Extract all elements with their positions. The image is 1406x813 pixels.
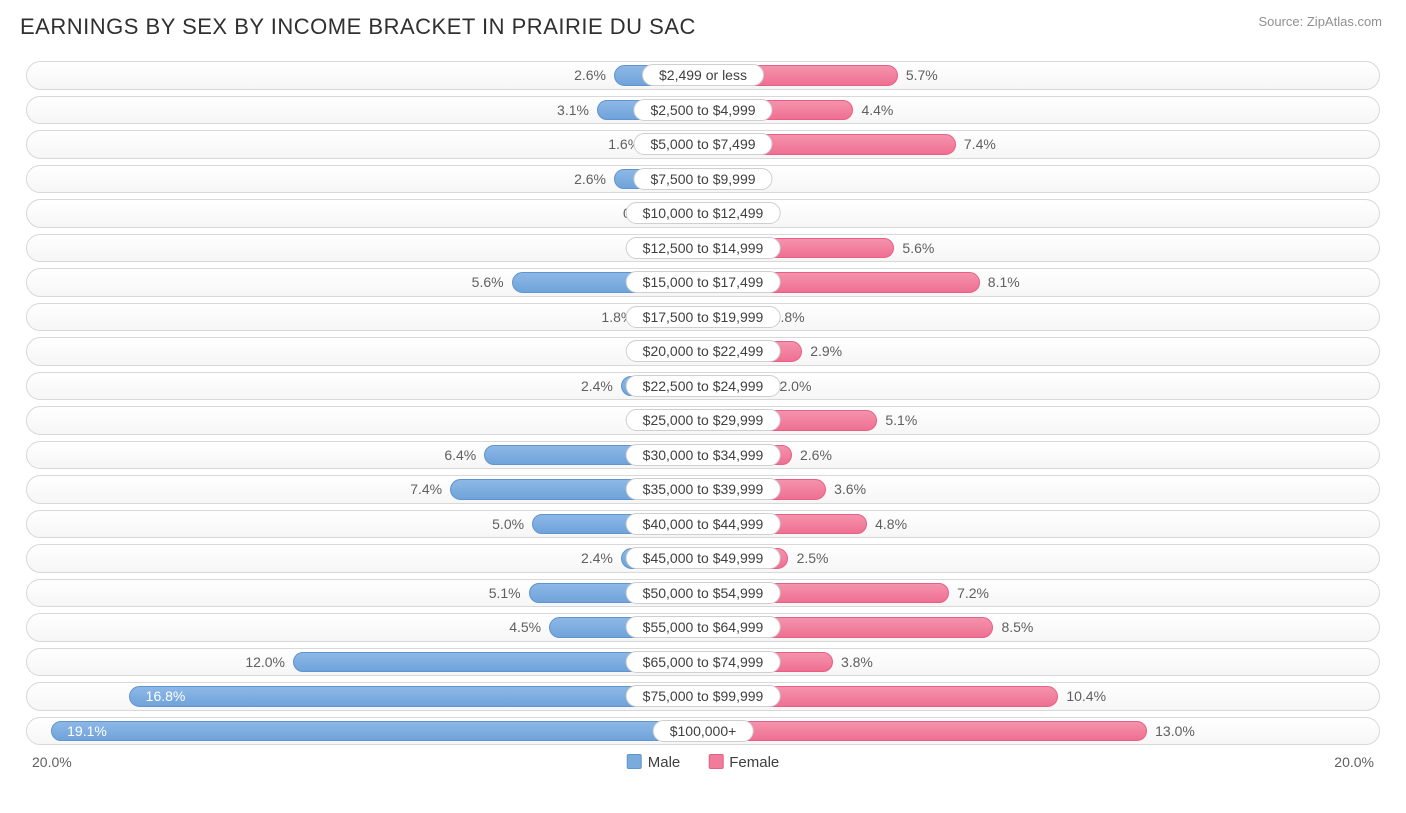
female-swatch	[708, 754, 723, 769]
bar-row: 16.8% 10.4% $75,000 to $99,999	[20, 679, 1386, 714]
bar-row: 19.1% 13.0% $100,000+	[20, 714, 1386, 749]
legend: Male Female	[627, 754, 780, 771]
bracket-label: $15,000 to $17,499	[626, 271, 781, 293]
bracket-label: $7,500 to $9,999	[633, 168, 772, 190]
legend-female-label: Female	[729, 754, 779, 771]
bar-row: 2.4% 2.0%$22,500 to $24,999	[20, 369, 1386, 404]
male-value: 2.6%	[574, 67, 606, 83]
female-value: 2.0%	[779, 378, 811, 394]
bar-row: 0.0%2.9%$20,000 to $22,499	[20, 334, 1386, 369]
axis-right-max: 20.0%	[1334, 754, 1374, 770]
male-swatch	[627, 754, 642, 769]
male-bar	[129, 686, 703, 707]
male-value: 2.6%	[574, 171, 606, 187]
chart-title: EARNINGS BY SEX BY INCOME BRACKET IN PRA…	[20, 14, 1386, 40]
bracket-label: $40,000 to $44,999	[626, 513, 781, 535]
bracket-label: $75,000 to $99,999	[626, 685, 781, 707]
female-value: 5.7%	[906, 67, 938, 83]
legend-male-label: Male	[648, 754, 681, 771]
bracket-label: $2,499 or less	[642, 64, 764, 86]
male-value: 12.0%	[245, 654, 285, 670]
female-value: 5.1%	[885, 412, 917, 428]
female-value: 8.5%	[1001, 619, 1033, 635]
legend-female: Female	[708, 754, 779, 771]
bracket-label: $35,000 to $39,999	[626, 478, 781, 500]
female-value: 7.2%	[957, 585, 989, 601]
bracket-label: $25,000 to $29,999	[626, 409, 781, 431]
bracket-label: $2,500 to $4,999	[633, 99, 772, 121]
male-value: 3.1%	[557, 102, 589, 118]
bracket-label: $30,000 to $34,999	[626, 444, 781, 466]
bar-row: 5.6% 8.1% $15,000 to $17,499	[20, 265, 1386, 300]
bar-row: 3.1% 4.4% $2,500 to $4,999	[20, 93, 1386, 128]
female-value: 3.6%	[834, 481, 866, 497]
bracket-label: $17,500 to $19,999	[626, 306, 781, 328]
bar-row: 2.6%0.0%$7,500 to $9,999	[20, 162, 1386, 197]
source-attribution: Source: ZipAtlas.com	[1258, 14, 1382, 29]
bracket-label: $5,000 to $7,499	[633, 133, 772, 155]
female-value: 4.8%	[875, 516, 907, 532]
bracket-label: $10,000 to $12,499	[626, 202, 781, 224]
diverging-bar-chart: 2.6% 5.7% $2,499 or less 3.1% 4.4% $2,500 to …	[20, 58, 1386, 748]
bar-row: 5.0% 4.8% $40,000 to $44,999	[20, 507, 1386, 542]
male-value: 5.6%	[472, 274, 504, 290]
male-value: 19.1%	[67, 723, 107, 739]
axis-left-max: 20.0%	[32, 754, 72, 770]
male-value: 5.0%	[492, 516, 524, 532]
male-value: 4.5%	[509, 619, 541, 635]
bar-row: 6.4% 2.6% $30,000 to $34,999	[20, 438, 1386, 473]
female-value: 3.8%	[841, 654, 873, 670]
bar-row: 1.8%1.8%$17,500 to $19,999	[20, 300, 1386, 335]
legend-male: Male	[627, 754, 681, 771]
female-value: 7.4%	[964, 136, 996, 152]
male-value: 16.8%	[146, 688, 186, 704]
female-value: 2.5%	[797, 550, 829, 566]
male-value: 6.4%	[444, 447, 476, 463]
female-value: 10.4%	[1066, 688, 1106, 704]
female-value: 8.1%	[988, 274, 1020, 290]
bar-row: 5.1% 7.2% $50,000 to $54,999	[20, 576, 1386, 611]
chart-footer: 20.0% 20.0% Male Female	[20, 754, 1386, 784]
bracket-label: $20,000 to $22,499	[626, 340, 781, 362]
bar-row: 1.6%7.4%$5,000 to $7,499	[20, 127, 1386, 162]
female-value: 2.6%	[800, 447, 832, 463]
bar-row: 12.0% 3.8% $65,000 to $74,999	[20, 645, 1386, 680]
bar-row: 7.4% 3.6% $35,000 to $39,999	[20, 472, 1386, 507]
male-value: 5.1%	[489, 585, 521, 601]
bar-row: 0.94%0.75%$10,000 to $12,499	[20, 196, 1386, 231]
bar-row: 4.5% 8.5% $55,000 to $64,999	[20, 610, 1386, 645]
male-bar	[51, 721, 703, 742]
female-bar	[703, 721, 1147, 742]
bracket-label: $12,500 to $14,999	[626, 237, 781, 259]
bracket-label: $22,500 to $24,999	[626, 375, 781, 397]
male-value: 2.4%	[581, 378, 613, 394]
male-value: 2.4%	[581, 550, 613, 566]
bracket-label: $50,000 to $54,999	[626, 582, 781, 604]
female-value: 4.4%	[861, 102, 893, 118]
bar-row: 0.63%5.6%$12,500 to $14,999	[20, 231, 1386, 266]
male-value: 7.4%	[410, 481, 442, 497]
bracket-label: $65,000 to $74,999	[626, 651, 781, 673]
female-value: 5.6%	[902, 240, 934, 256]
bar-row: 2.4% 2.5% $45,000 to $49,999	[20, 541, 1386, 576]
bar-row: 0.0%5.1%$25,000 to $29,999	[20, 403, 1386, 438]
bracket-label: $45,000 to $49,999	[626, 547, 781, 569]
female-value: 13.0%	[1155, 723, 1195, 739]
bracket-label: $55,000 to $64,999	[626, 616, 781, 638]
female-value: 2.9%	[810, 343, 842, 359]
bar-row: 2.6% 5.7% $2,499 or less	[20, 58, 1386, 93]
bracket-label: $100,000+	[653, 720, 754, 742]
